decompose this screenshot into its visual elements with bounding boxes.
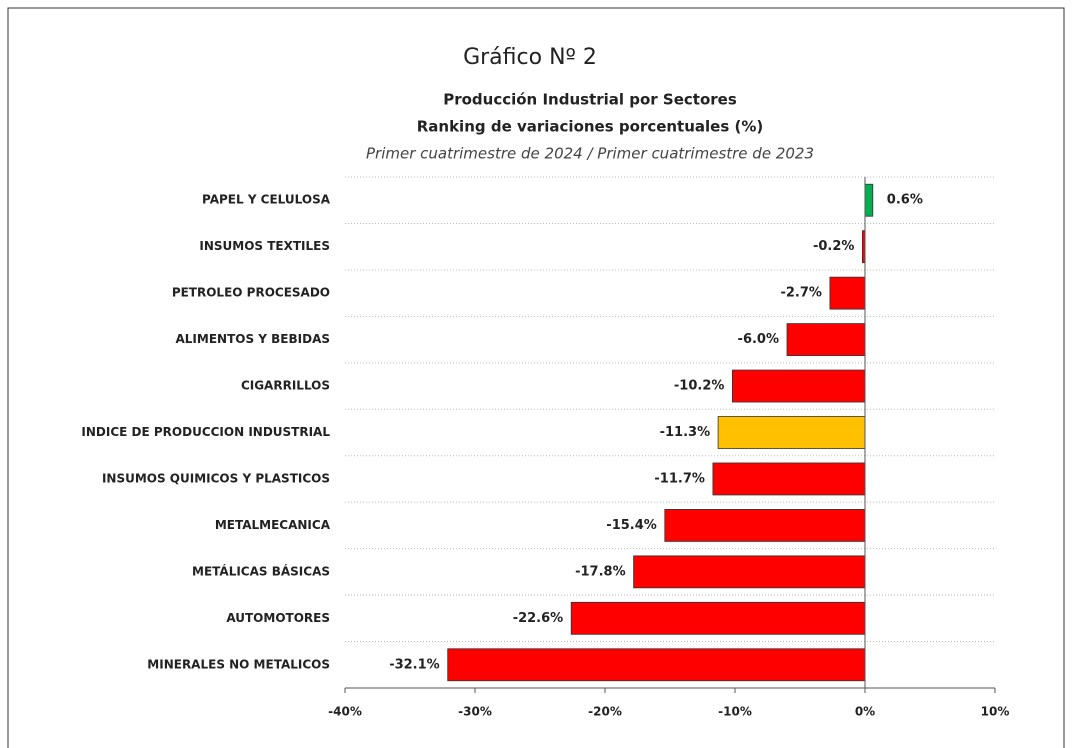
chart-title: Gráfico Nº 2 <box>463 45 597 70</box>
category-label: ALIMENTOS Y BEBIDAS <box>176 332 331 346</box>
value-label: -11.7% <box>654 471 705 486</box>
bar <box>570 601 866 635</box>
value-label: -32.1% <box>389 657 440 672</box>
category-label: PETROLEO PROCESADO <box>172 286 330 300</box>
category-label: INSUMOS QUIMICOS Y PLASTICOS <box>102 471 330 485</box>
x-tick-label: -10% <box>718 705 752 719</box>
category-label: AUTOMOTORES <box>226 611 330 625</box>
category-label: INDICE DE PRODUCCION INDUSTRIAL <box>81 425 330 439</box>
bar <box>712 462 866 496</box>
bar <box>732 369 866 403</box>
value-label: -17.8% <box>575 564 626 579</box>
value-label: -10.2% <box>674 379 725 394</box>
bar <box>786 323 866 356</box>
frame <box>7 7 1065 748</box>
subtitle: Ranking de variaciones porcentuales (%) <box>417 118 764 136</box>
category-label: INSUMOS TEXTILES <box>199 239 330 253</box>
bar <box>447 648 866 682</box>
x-tick-label: 10% <box>981 705 1010 719</box>
x-tick-label: 0% <box>855 705 875 719</box>
category-label: CIGARRILLOS <box>241 379 330 393</box>
category-label: MINERALES NO METALICOS <box>147 657 330 671</box>
caption: Primer cuatrimestre de 2024 / Primer cua… <box>366 145 814 163</box>
subtitle: Producción Industrial por Sectores <box>443 91 737 109</box>
bar <box>664 509 866 542</box>
x-tick-label: -20% <box>588 705 622 719</box>
bar <box>829 276 866 310</box>
category-label: METALMECANICA <box>215 518 331 532</box>
value-label: -0.2% <box>813 239 854 254</box>
category-label: METÁLICAS BÁSICAS <box>192 563 330 578</box>
value-label: -2.7% <box>780 286 821 301</box>
x-tick-label: -30% <box>458 705 492 719</box>
x-tick-label: -40% <box>328 705 362 719</box>
bar <box>864 183 874 217</box>
value-label: -15.4% <box>606 518 657 533</box>
value-label: -6.0% <box>738 332 779 347</box>
value-label: -11.3% <box>660 425 711 440</box>
value-label: 0.6% <box>887 193 923 208</box>
value-label: -22.6% <box>513 611 564 626</box>
bar <box>633 555 866 589</box>
bar <box>717 416 866 449</box>
category-label: PAPEL Y CELULOSA <box>202 193 331 207</box>
